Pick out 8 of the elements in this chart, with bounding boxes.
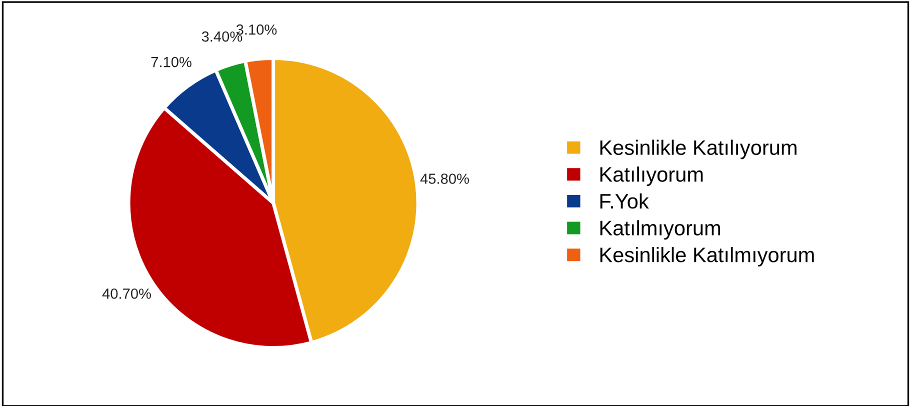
legend-label: Kesinlikle Katılmıyorum bbox=[600, 246, 814, 266]
legend-label: Katılmıyorum bbox=[600, 220, 720, 240]
data-label: 7.10% bbox=[151, 56, 192, 68]
legend-label: Katılıyorum bbox=[600, 166, 703, 186]
data-label: 45.80% bbox=[420, 174, 469, 184]
legend-label: Kesinlikle Katılıyorum bbox=[600, 140, 796, 160]
legend-label: F.Yok bbox=[600, 193, 649, 209]
data-label: 40.70% bbox=[102, 288, 151, 299]
